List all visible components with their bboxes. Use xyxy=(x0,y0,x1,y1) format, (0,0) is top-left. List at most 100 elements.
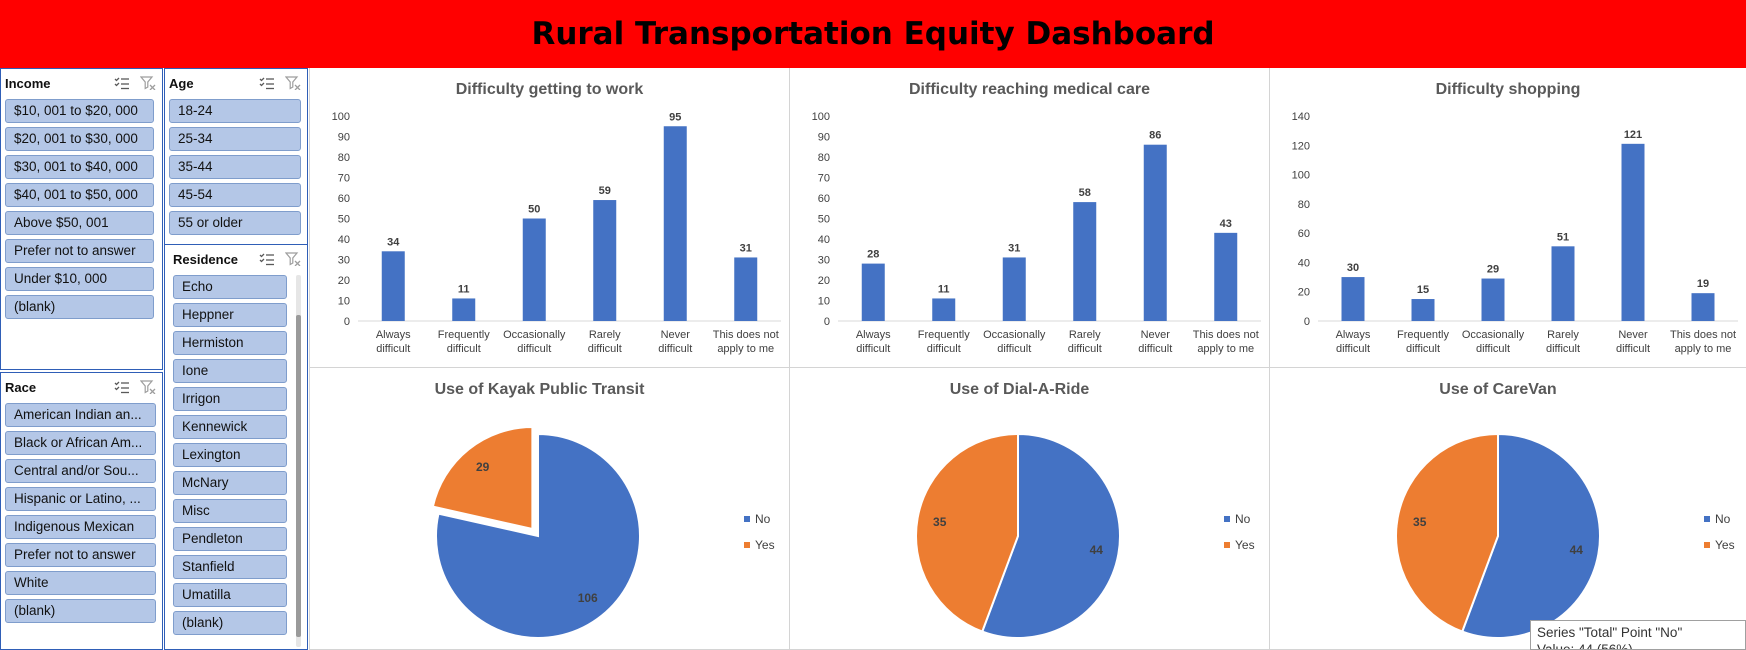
race-option[interactable]: American Indian an... xyxy=(5,403,156,427)
bar[interactable] xyxy=(734,257,758,321)
bar[interactable] xyxy=(1411,299,1435,321)
residence-option[interactable]: (blank) xyxy=(173,611,287,635)
x-category-label: Always difficult xyxy=(856,329,891,355)
residence-scrollbar-thumb[interactable] xyxy=(296,315,301,637)
race-option[interactable]: Hispanic or Latino, ... xyxy=(5,487,156,511)
residence-option[interactable]: Irrigon xyxy=(173,387,287,411)
x-category-label: Frequently difficult xyxy=(438,329,490,355)
income-option[interactable]: Under $10, 000 xyxy=(5,267,154,291)
bar-data-label: 28 xyxy=(867,249,879,261)
residence-option[interactable]: Hermiston xyxy=(173,331,287,355)
bar-data-label: 29 xyxy=(1487,264,1499,276)
bar[interactable] xyxy=(452,298,476,321)
race-option[interactable]: White xyxy=(5,571,156,595)
bar[interactable] xyxy=(1341,277,1365,321)
chart-title: Difficulty getting to work xyxy=(456,81,644,98)
pie-slice[interactable] xyxy=(1460,432,1601,639)
bar[interactable] xyxy=(1621,143,1645,321)
clear-filter-icon[interactable] xyxy=(140,76,156,90)
y-tick-label: 20 xyxy=(818,275,830,287)
race-slicer: Race American Indian an... Black or Afric… xyxy=(0,372,163,650)
race-option[interactable]: Indigenous Mexican xyxy=(5,515,156,539)
bar[interactable] xyxy=(1551,246,1575,321)
dashboard-title: Rural Transportation Equity Dashboard xyxy=(531,16,1215,52)
chart-title: Use of Dial-A-Ride xyxy=(950,381,1090,398)
chart-kayak-transit[interactable]: Use of Kayak Public Transit 106 29 No Yes xyxy=(309,368,789,650)
bar[interactable] xyxy=(1214,232,1238,321)
bar[interactable] xyxy=(1481,278,1505,321)
age-option[interactable]: 35-44 xyxy=(169,155,301,179)
tooltip-line-series: Series "Total" Point "No" xyxy=(1537,625,1683,640)
y-tick-label: 50 xyxy=(818,214,830,226)
age-option[interactable]: 25-34 xyxy=(169,127,301,151)
pie-data-label: 29 xyxy=(476,460,490,474)
income-option[interactable]: $20, 001 to $30, 000 xyxy=(5,127,154,151)
y-tick-label: 60 xyxy=(1298,228,1310,240)
race-option[interactable]: (blank) xyxy=(5,599,156,623)
race-option[interactable]: Central and/or Sou... xyxy=(5,459,156,483)
dashboard-title-bar: Rural Transportation Equity Dashboard xyxy=(0,0,1746,68)
pie-data-label: 44 xyxy=(1090,543,1104,557)
multi-select-icon[interactable] xyxy=(259,76,275,90)
chart-shopping-difficulty[interactable]: Difficulty shopping 0 20 40 60 80 100 120 140 30 A… xyxy=(1269,68,1746,368)
income-option[interactable]: $40, 001 to $50, 000 xyxy=(5,183,154,207)
residence-option[interactable]: Heppner xyxy=(173,303,287,327)
clear-filter-icon[interactable] xyxy=(285,76,301,90)
residence-option[interactable]: Kennewick xyxy=(173,415,287,439)
race-slicer-title: Race xyxy=(5,379,37,395)
legend-swatch xyxy=(1224,516,1230,522)
pie-slice[interactable] xyxy=(980,432,1121,639)
bar[interactable] xyxy=(593,200,617,321)
income-option[interactable]: $10, 001 to $20, 000 xyxy=(5,99,154,123)
bar[interactable] xyxy=(1691,293,1715,321)
clear-filter-icon[interactable] xyxy=(140,380,156,394)
bar[interactable] xyxy=(932,298,956,321)
y-tick-label: 20 xyxy=(1298,287,1310,299)
chart-carevan[interactable]: Use of CareVan 44 35 No Yes xyxy=(1269,368,1746,650)
multi-select-icon[interactable] xyxy=(114,76,130,90)
residence-option[interactable]: Lexington xyxy=(173,443,287,467)
chart-dial-a-ride[interactable]: Use of Dial-A-Ride 44 35 No Yes xyxy=(789,368,1269,650)
pie-data-label: 44 xyxy=(1570,543,1584,557)
bar[interactable] xyxy=(381,251,405,321)
income-option[interactable]: Prefer not to answer xyxy=(5,239,154,263)
residence-option[interactable]: Misc xyxy=(173,499,287,523)
pie-slice[interactable] xyxy=(435,432,641,639)
pie-slice[interactable] xyxy=(1395,432,1499,633)
race-option[interactable]: Prefer not to answer xyxy=(5,543,156,567)
bar[interactable] xyxy=(522,218,546,322)
income-option[interactable]: (blank) xyxy=(5,295,154,319)
pie-slice[interactable] xyxy=(431,425,534,531)
bar-data-label: 58 xyxy=(1079,187,1091,199)
pie-slice[interactable] xyxy=(915,432,1019,633)
bar[interactable] xyxy=(1002,257,1026,321)
legend-swatch xyxy=(1224,542,1230,548)
residence-option[interactable]: Stanfield xyxy=(173,555,287,579)
chart-svg: Difficulty reaching medical care 0 10 20 30 4… xyxy=(812,81,1261,355)
chart-work-difficulty[interactable]: Difficulty getting to work 0 10 20 30 40 50 60 7… xyxy=(309,68,789,368)
age-option[interactable]: 18-24 xyxy=(169,99,301,123)
residence-scrollbar[interactable] xyxy=(296,275,301,647)
race-option[interactable]: Black or African Am... xyxy=(5,431,156,455)
clear-filter-icon[interactable] xyxy=(285,252,301,266)
residence-option[interactable]: McNary xyxy=(173,471,287,495)
chart-medical-difficulty[interactable]: Difficulty reaching medical care 0 10 20 30 4… xyxy=(789,68,1269,368)
residence-option[interactable]: Umatilla xyxy=(173,583,287,607)
age-slicer-header: Age xyxy=(165,69,307,97)
residence-option[interactable]: Ione xyxy=(173,359,287,383)
bar[interactable] xyxy=(1143,144,1167,321)
x-category-label: Occasionally difficult xyxy=(503,329,566,355)
multi-select-icon[interactable] xyxy=(259,252,275,266)
bar[interactable] xyxy=(1073,202,1097,321)
age-option[interactable]: 45-54 xyxy=(169,183,301,207)
residence-option[interactable]: Pendleton xyxy=(173,527,287,551)
y-tick-label: 50 xyxy=(338,214,350,226)
residence-option[interactable]: Echo xyxy=(173,275,287,299)
multi-select-icon[interactable] xyxy=(114,380,130,394)
bar[interactable] xyxy=(663,126,687,321)
income-option[interactable]: $30, 001 to $40, 000 xyxy=(5,155,154,179)
income-option[interactable]: Above $50, 001 xyxy=(5,211,154,235)
age-option[interactable]: 55 or older xyxy=(169,211,301,235)
bar[interactable] xyxy=(861,263,885,321)
x-category-label: Frequently difficult xyxy=(1397,329,1449,355)
